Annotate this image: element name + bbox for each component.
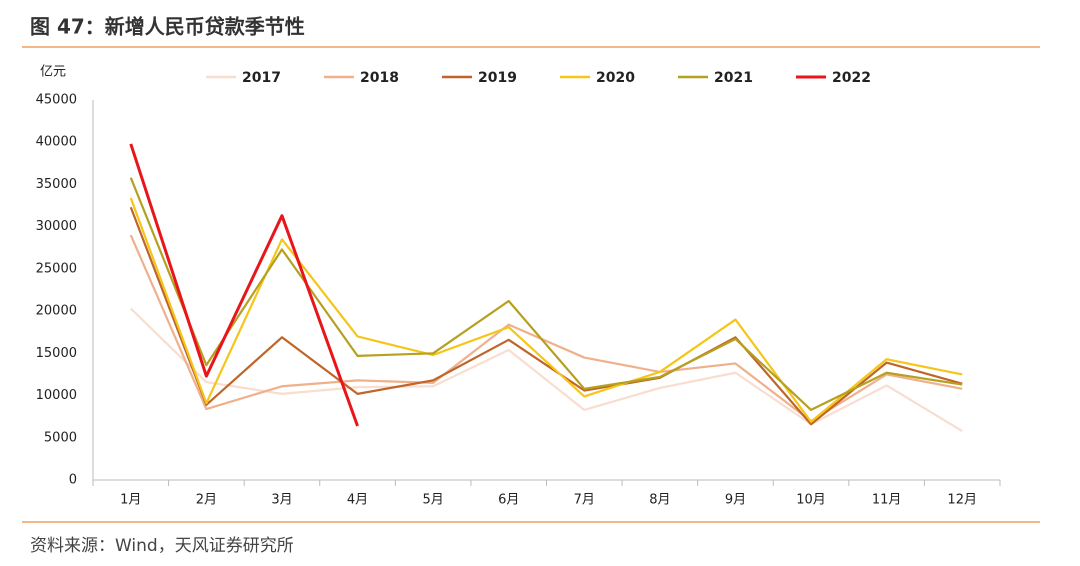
x-tick-label: 7月	[574, 493, 595, 508]
x-tick-label: 5月	[422, 493, 443, 508]
series-line	[129, 206, 963, 426]
y-tick-label: 40000	[36, 135, 77, 150]
y-tick-label: 5000	[44, 430, 77, 445]
series-line	[130, 307, 963, 432]
y-tick-label: 30000	[36, 219, 77, 234]
series-line	[129, 234, 963, 423]
legend-label: 2020	[596, 70, 635, 86]
legend-label: 2019	[478, 70, 517, 86]
legend-label: 2021	[714, 70, 753, 86]
y-tick-label: 0	[69, 473, 77, 488]
legend-label: 2017	[242, 70, 281, 86]
x-tick-label: 11月	[872, 493, 902, 508]
series-line	[129, 177, 963, 412]
chart-title: 图 47：新增人民币贷款季节性	[30, 15, 305, 39]
x-tick-label: 9月	[725, 493, 746, 508]
y-tick-label: 25000	[36, 261, 77, 276]
y-tick-label: 10000	[36, 388, 77, 403]
x-tick-label: 2月	[196, 493, 217, 508]
legend-label: 2022	[832, 70, 871, 86]
series-line	[129, 143, 359, 427]
series-line	[129, 197, 963, 423]
x-tick-label: 12月	[947, 493, 977, 508]
source: 资料来源：Wind，天风证券研究所	[30, 536, 294, 556]
legend-label: 2018	[360, 70, 399, 86]
y-tick-label: 20000	[36, 304, 77, 319]
y-axis-label: 亿元	[40, 65, 66, 80]
y-tick-label: 45000	[36, 93, 77, 108]
x-tick-label: 4月	[347, 493, 368, 508]
x-tick-label: 8月	[649, 493, 670, 508]
x-tick-label: 1月	[120, 493, 141, 508]
x-tick-label: 3月	[271, 493, 292, 508]
y-tick-label: 35000	[36, 177, 77, 192]
y-tick-label: 15000	[36, 346, 77, 361]
x-tick-label: 6月	[498, 493, 519, 508]
x-tick-label: 10月	[796, 493, 826, 508]
